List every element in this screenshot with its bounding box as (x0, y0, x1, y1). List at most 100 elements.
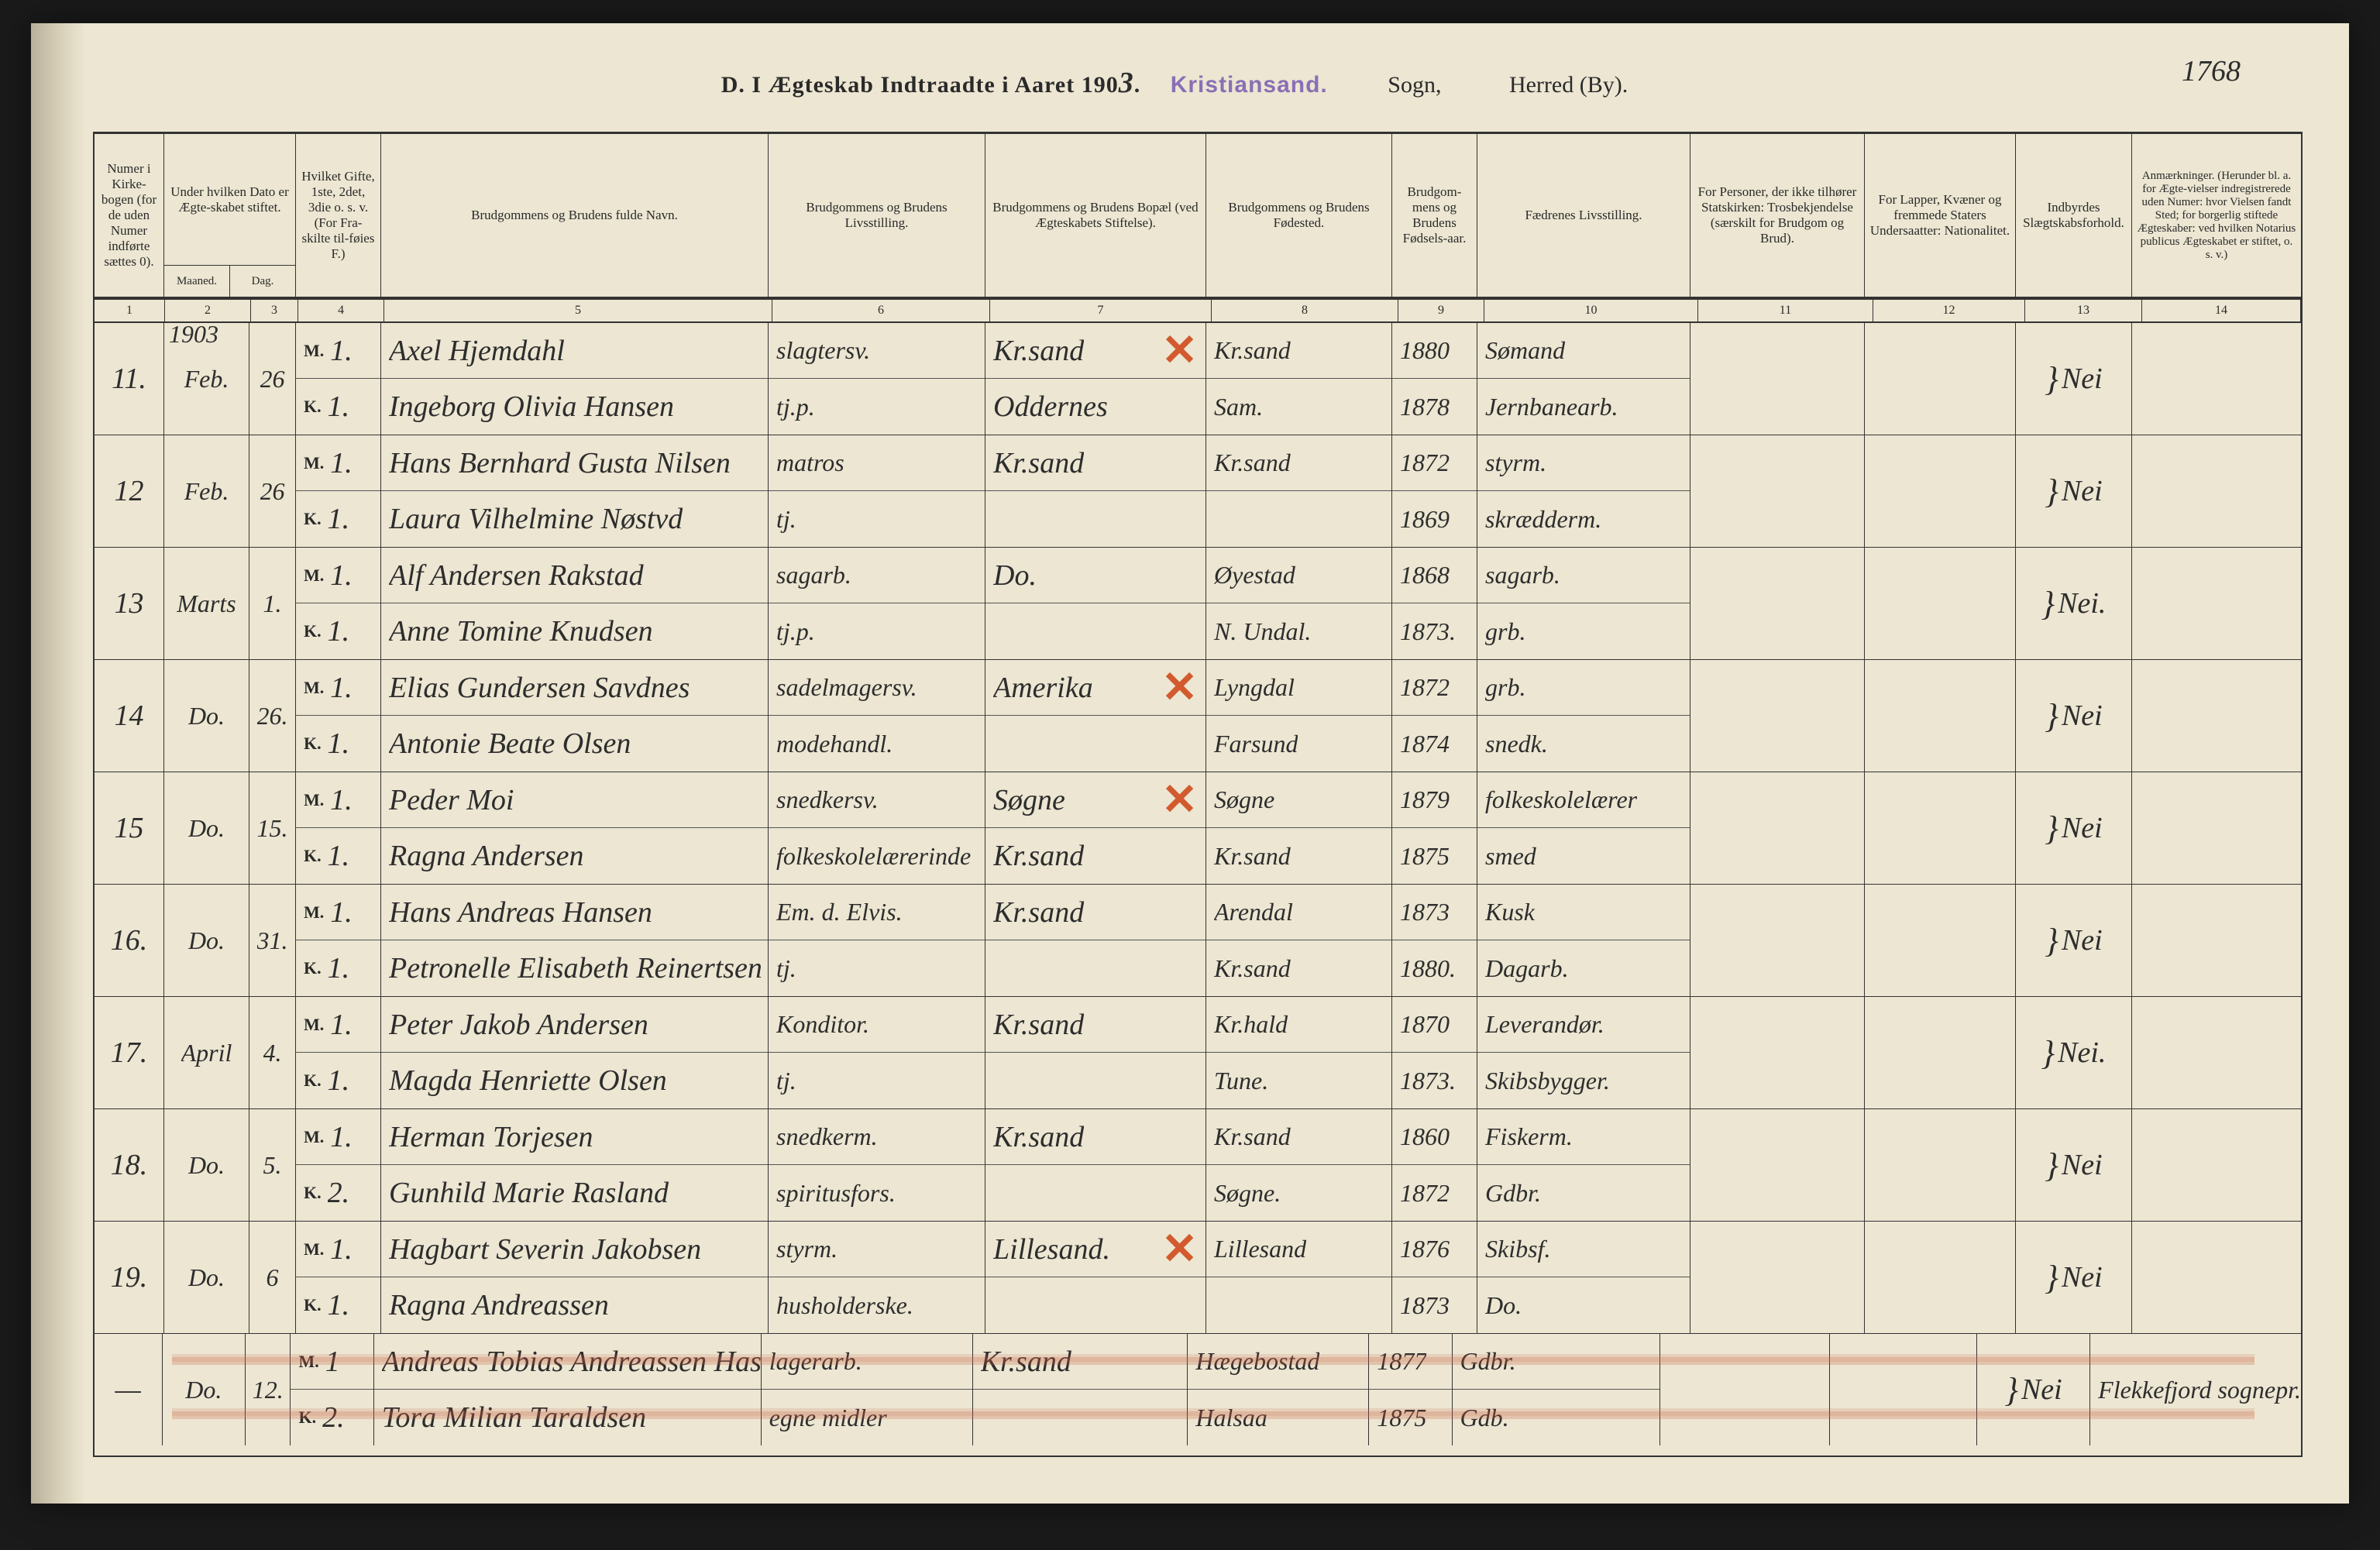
cell (1690, 323, 1865, 435)
cell: } Nei (2016, 885, 2132, 996)
cell: Elias Gundersen SavdnesAntonie Beate Ols… (381, 660, 769, 772)
cell (1690, 548, 1865, 659)
cell (1660, 1334, 1830, 1445)
cell-top: Axel Hjemdahl (381, 323, 768, 379)
cell: Do. (164, 1222, 249, 1333)
cell: folkeskolelærersmed (1477, 772, 1690, 884)
cell (2132, 885, 2301, 996)
cell-bot: Ragna Andreassen (381, 1277, 768, 1333)
cell: Hans Bernhard Gusta NilsenLaura Vilhelmi… (381, 435, 769, 547)
cell: 4. (249, 997, 296, 1108)
cell: HægebostadHalsaa (1188, 1334, 1369, 1445)
cell (2132, 435, 2301, 547)
cell-top: Peder Moi (381, 772, 768, 828)
cell: M.1.K.1. (296, 1222, 381, 1333)
hdr-name: Brudgommens og Brudens fulde Navn. (381, 134, 769, 297)
cell: } Nei. (2016, 997, 2132, 1108)
hdr-residence: Brudgommens og Brudens Bopæl (ved Ægtesk… (985, 134, 1206, 297)
cell-bot: Ingeborg Olivia Hansen (381, 379, 768, 435)
entries-body: 11.1903Feb.26M.1.K.1.Axel HjemdahlIngebo… (95, 323, 2301, 1445)
cell (1865, 1222, 2016, 1333)
cell: sadelmagersv.modehandl. (769, 660, 985, 772)
cell: ArendalKr.sand (1206, 885, 1392, 996)
cell-top: Elias Gundersen Savdnes (381, 660, 768, 716)
sogn-label: Sogn, (1357, 72, 1472, 98)
cell: 12. (246, 1334, 291, 1445)
hdr-gifte: Hvilket Gifte, 1ste, 2det, 3die o. s. v.… (296, 134, 381, 297)
cell: Do. (164, 1109, 249, 1221)
cell: M.1.K.1. (296, 548, 381, 659)
cell: Do. (985, 548, 1206, 659)
cell: Fiskerm.Gdbr. (1477, 1109, 1690, 1221)
cell: 18721869 (1392, 435, 1477, 547)
cell: M.1.K.2. (296, 1109, 381, 1221)
cell: 31. (249, 885, 296, 996)
cell: 18731880. (1392, 885, 1477, 996)
cell: 19. (95, 1222, 164, 1333)
cell: SøgneKr.sand (1206, 772, 1392, 884)
hdr-birthplace: Brudgommens og Brudens Fødested. (1206, 134, 1392, 297)
cell: 14 (95, 660, 164, 772)
cell: Kr.sandSam. (1206, 323, 1392, 435)
entry-row: —Do.12.M.1K.2.Andreas Tobias Andreassen … (95, 1334, 2301, 1445)
entry-row: 14Do.26.M.1.K.1.Elias Gundersen SavdnesA… (95, 660, 2301, 772)
cell (1865, 885, 2016, 996)
cell: 15 (95, 772, 164, 884)
cell: } Nei (2016, 323, 2132, 435)
cell (1690, 772, 1865, 884)
cell: Kr.sand (985, 1109, 1206, 1221)
cell: April (164, 997, 249, 1108)
cell: snedkerm.spiritusfors. (769, 1109, 985, 1221)
cell: 18771875 (1369, 1334, 1452, 1445)
cell: } Nei (2016, 660, 2132, 772)
cell: Do. (164, 772, 249, 884)
cell (1690, 660, 1865, 772)
cell: Skibsf.Do. (1477, 1222, 1690, 1333)
cell: 18791875 (1392, 772, 1477, 884)
cell: 17. (95, 997, 164, 1108)
cell-top: Herman Torjesen (381, 1109, 768, 1165)
cell (2132, 772, 2301, 884)
cell (1830, 1334, 1977, 1445)
cell: M.1.K.1. (296, 435, 381, 547)
cell: Em. d. Elvis.tj. (769, 885, 985, 996)
cell: 26 (249, 435, 296, 547)
cell: Lillesand (1206, 1222, 1392, 1333)
cell: Kr.sandSøgne. (1206, 1109, 1392, 1221)
entry-row: 18.Do.5.M.1.K.2.Herman TorjesenGunhild M… (95, 1109, 2301, 1222)
hdr-date: Under hvilken Dato er Ægte-skabet stifte… (164, 134, 296, 297)
cell: Kr.sandOddernes✕ (985, 323, 1206, 435)
cell: Peder MoiRagna Andersen (381, 772, 769, 884)
cell-bot: Tora Milian Taraldsen (374, 1390, 761, 1445)
cell: 1903Feb. (164, 323, 249, 435)
entry-row: 13Marts1.M.1.K.1.Alf Andersen RakstadAnn… (95, 548, 2301, 660)
cell: Kr.haldTune. (1206, 997, 1392, 1108)
register-page: 1768 D. I Ægteskab Indtraadte i Aaret 19… (31, 23, 2349, 1504)
cell: styrm.skrædderm. (1477, 435, 1690, 547)
cell: Gdbr.Gdb. (1453, 1334, 1660, 1445)
cell: snedkersv.folkeskolelærerinde (769, 772, 985, 884)
entry-row: 17.April4.M.1.K.1.Peter Jakob AndersenMa… (95, 997, 2301, 1109)
entry-row: 11.1903Feb.26M.1.K.1.Axel HjemdahlIngebo… (95, 323, 2301, 435)
cell: 15. (249, 772, 296, 884)
entry-row: 16.Do.31.M.1.K.1.Hans Andreas HansenPetr… (95, 885, 2301, 997)
cell-top: Hans Bernhard Gusta Nilsen (381, 435, 768, 491)
cell: 18681873. (1392, 548, 1477, 659)
cell: } Nei. (2016, 548, 2132, 659)
cell: sagarb.tj.p. (769, 548, 985, 659)
herred-label: Herred (By). (1478, 72, 1659, 98)
cell: Andreas Tobias Andreassen HasbergTora Mi… (374, 1334, 762, 1445)
cell: Kr.sand (985, 997, 1206, 1108)
cell: ØyestadN. Undal. (1206, 548, 1392, 659)
cell: Herman TorjesenGunhild Marie Rasland (381, 1109, 769, 1221)
cell-top: Peter Jakob Andersen (381, 997, 768, 1053)
cell: } Nei (2016, 1109, 2132, 1221)
cell-bot: Petronelle Elisabeth Reinertsen (381, 940, 768, 996)
cell: M.1K.2. (291, 1334, 373, 1445)
cell: 18601872 (1392, 1109, 1477, 1221)
cell: 6 (249, 1222, 296, 1333)
cell: 26. (249, 660, 296, 772)
register-table: Numer i Kirke-bogen (for de uden Numer i… (93, 132, 2303, 1457)
column-number-row: 1 2 3 4 5 6 7 8 9 10 11 12 13 14 (95, 300, 2301, 323)
cell: Hans Andreas HansenPetronelle Elisabeth … (381, 885, 769, 996)
